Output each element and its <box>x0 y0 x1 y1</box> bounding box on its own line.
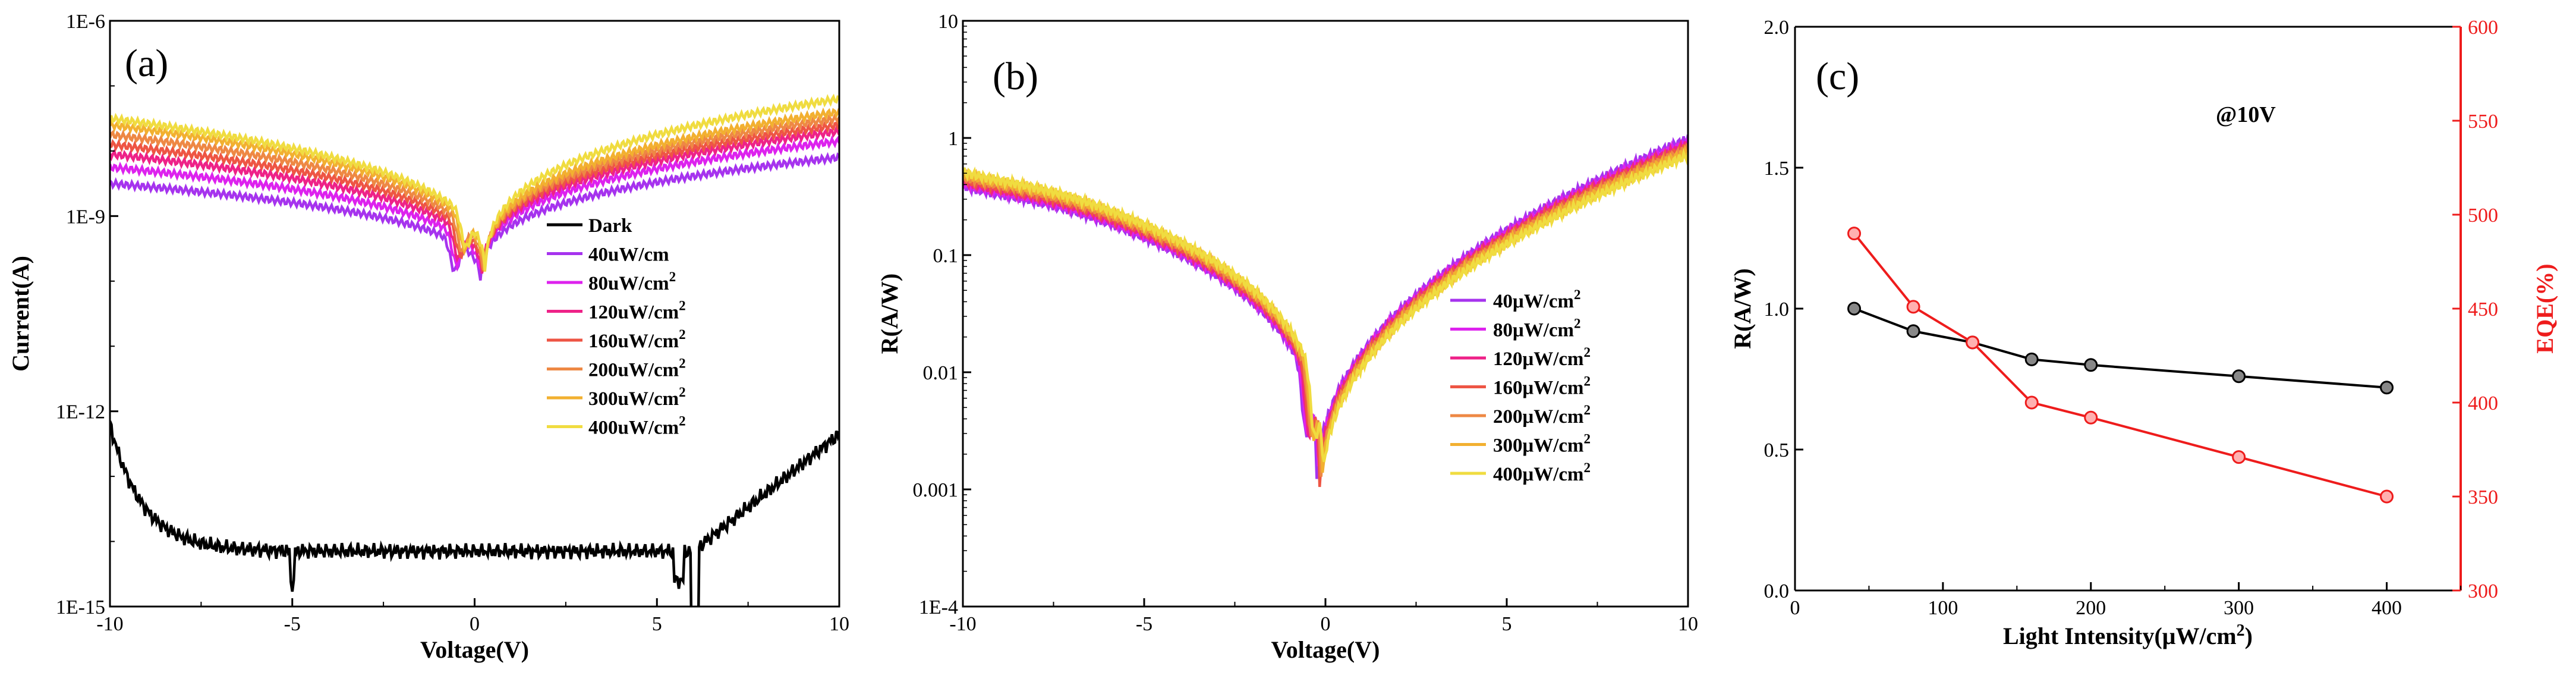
y-tick-label-a-3: 1E-15 <box>56 596 105 618</box>
x-axis-label-c: Light Intensity(μW/cm2​) <box>2003 621 2253 649</box>
series-line-c-1 <box>1853 233 2388 498</box>
y-tick-label-c-2: 1.0 <box>1764 299 1790 321</box>
legend-label-a-2: 80uW/cm2​ <box>588 269 676 294</box>
annotation-c: @10V <box>2216 102 2276 127</box>
legend-label-b-3: 160μW/cm2​ <box>1493 373 1591 399</box>
y-axis-label-a: Current(A) <box>7 256 34 372</box>
y-tick-label-b-3: 0.01 <box>923 362 959 384</box>
point-c-0-6 <box>2380 381 2394 395</box>
x-axis-label-a: Voltage(V) <box>420 636 529 663</box>
legend-label-a-5: 200uW/cm2​ <box>588 356 686 381</box>
y2-tick-label-c-1: 350 <box>2468 486 2498 508</box>
y-tick-label-b-0: 10 <box>938 11 958 33</box>
series-line-a-4 <box>110 120 839 272</box>
legend-label-a-1: 40uW/cm <box>588 244 669 266</box>
x-tick-label-c-0: 0 <box>1790 597 1800 619</box>
point-c-0-5 <box>2232 369 2246 384</box>
point-c-1-0 <box>1847 227 1862 241</box>
x-tick-label-b-0: -10 <box>949 613 976 635</box>
legend-label-a-4: 160uW/cm2​ <box>588 326 686 352</box>
series-line-a-2 <box>110 135 839 272</box>
point-c-0-0 <box>1847 301 1862 316</box>
y2-tick-label-c-0: 300 <box>2468 580 2498 602</box>
y2-tick-label-c-3: 450 <box>2468 299 2498 321</box>
plot-area-a <box>110 93 839 607</box>
y-axis-label-b: R(A/W) <box>876 274 903 354</box>
legend-label-a-6: 300uW/cm2​ <box>588 384 686 410</box>
series-line-a-7 <box>110 93 839 272</box>
legend-label-a-3: 120uW/cm2​ <box>588 298 686 323</box>
y2-axis-label-c: EQE(%) <box>2531 263 2558 353</box>
y-axis-label-c: R(A/W) <box>1729 268 1756 349</box>
x-tick-label-c-3: 300 <box>2224 597 2254 619</box>
legend-label-a-7: 400uW/cm2​ <box>588 413 686 439</box>
y-tick-label-b-2: 0.1 <box>933 245 959 267</box>
y-tick-label-b-5: 1E-4 <box>919 596 958 618</box>
panel-label-a: (a) <box>125 42 168 85</box>
x-tick-label-c-1: 100 <box>1928 597 1958 619</box>
x-tick-label-b-1: -5 <box>1136 613 1152 635</box>
y-tick-label-a-1: 1E-9 <box>66 206 105 228</box>
x-tick-label-a-3: 5 <box>652 613 662 635</box>
panel-b: -10 -5 0 5 10 10 1 0.1 0.01 0.001 1E-4 Voltage(V) R(… <box>876 11 1698 663</box>
x-tick-label-b-4: 10 <box>1678 613 1698 635</box>
y-tick-label-c-0: 0.0 <box>1764 580 1790 602</box>
y2-tick-label-c-5: 550 <box>2468 111 2498 133</box>
legend-label-b-5: 300μW/cm2​ <box>1493 431 1591 457</box>
point-c-0-1 <box>1906 324 1920 338</box>
y-tick-label-a-0: 1E-6 <box>66 11 105 33</box>
point-c-1-3 <box>2024 395 2039 410</box>
panel-label-c: (c) <box>1816 55 1859 98</box>
legend-label-b-2: 120μW/cm2​ <box>1493 344 1591 370</box>
x-tick-label-c-4: 400 <box>2372 597 2402 619</box>
point-c-1-4 <box>2084 410 2098 425</box>
y2-tick-label-c-2: 400 <box>2468 392 2498 414</box>
panel-a: -10 -5 0 5 10 1E-6 1E-9 1E-12 1E-15 Voltage(V) Cur… <box>7 11 849 663</box>
x-tick-label-b-2: 0 <box>1321 613 1331 635</box>
y-tick-label-a-2: 1E-12 <box>56 401 105 423</box>
x-tick-label-a-1: -5 <box>284 613 301 635</box>
point-c-0-3 <box>2024 352 2039 366</box>
y-tick-label-c-4: 2.0 <box>1764 17 1790 39</box>
y2-tick-label-c-4: 500 <box>2468 205 2498 227</box>
point-c-1-6 <box>2380 489 2394 504</box>
plot-frame-b <box>962 20 1689 608</box>
series-line-b-6 <box>963 147 1688 463</box>
y-tick-label-c-1: 0.5 <box>1764 439 1790 461</box>
series-line-a-1 <box>110 152 839 281</box>
x-tick-label-a-0: -10 <box>96 613 123 635</box>
y2-tick-label-c-6: 600 <box>2468 17 2498 39</box>
panel-label-b: (b) <box>993 55 1038 98</box>
y-tick-label-b-1: 1 <box>948 128 958 150</box>
point-c-0-4 <box>2084 358 2098 372</box>
x-tick-label-a-4: 10 <box>829 613 849 635</box>
y-tick-label-b-4: 0.001 <box>913 479 959 501</box>
legend-label-b-0: 40μW/cm2​ <box>1493 287 1581 312</box>
point-c-1-5 <box>2232 450 2246 464</box>
legend-label-a-0: Dark <box>588 215 632 237</box>
legend-label-b-4: 200μW/cm2​ <box>1493 402 1591 428</box>
x-tick-label-c-2: 200 <box>2076 597 2106 619</box>
legend-label-b-6: 400μW/cm2​ <box>1493 460 1591 485</box>
point-c-1-1 <box>1906 300 1920 314</box>
plot-area-b <box>963 134 1688 487</box>
legend-label-b-1: 80μW/cm2​ <box>1493 316 1581 341</box>
y-tick-label-c-3: 1.5 <box>1764 158 1790 180</box>
point-c-1-2 <box>1966 335 1980 350</box>
x-tick-label-a-2: 0 <box>470 613 480 635</box>
series-line-a-0 <box>110 420 839 607</box>
panel-c: 0 100 200 300 400 0.0 0.5 1.0 1.5 2.0 300 350 400 450… <box>1729 17 2558 649</box>
x-axis-label-b: Voltage(V) <box>1271 636 1380 663</box>
x-tick-label-b-3: 5 <box>1502 613 1512 635</box>
